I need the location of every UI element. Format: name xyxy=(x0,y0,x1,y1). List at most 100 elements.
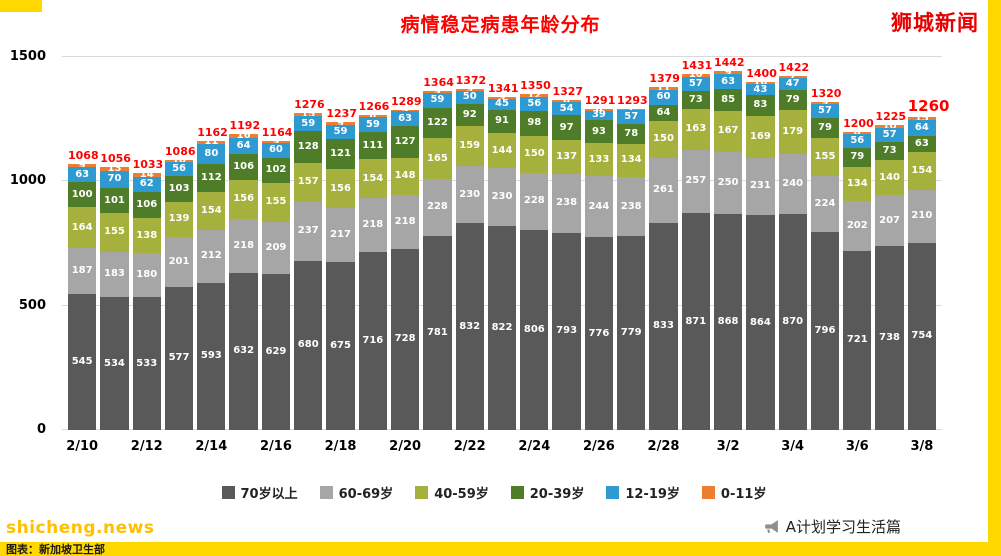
bar-segment: 632 xyxy=(229,272,258,430)
y-tick-label: 1000 xyxy=(9,173,46,189)
bar-segment: 237 xyxy=(294,202,323,261)
bar-column: 1237 9 59 121 156 217 675 2/18 xyxy=(325,57,357,454)
bar-segment: 577 xyxy=(164,286,194,430)
bar-segment: 244 xyxy=(584,176,614,238)
segment-value-label: 8 xyxy=(369,110,377,122)
bar-segment: 165 xyxy=(423,138,452,180)
segment-value-label: 870 xyxy=(782,315,804,327)
x-tick-label: 2/26 xyxy=(582,439,615,454)
bar-total-label: 1276 xyxy=(294,97,325,111)
bar-segment: 793 xyxy=(552,232,581,430)
bar-segment: 9 xyxy=(810,97,840,107)
x-tick-label: 2/24 xyxy=(518,439,551,454)
bar-segment: 50 xyxy=(455,91,484,104)
bar-segment: 230 xyxy=(487,168,517,226)
segment-value-label: 8 xyxy=(853,126,861,138)
segment-value-label: 868 xyxy=(717,316,739,328)
bar-segment: 228 xyxy=(423,179,452,236)
legend-item: 60-69岁 xyxy=(319,483,394,502)
segment-value-label: 218 xyxy=(233,239,255,251)
segment-value-label: 228 xyxy=(426,201,448,213)
credit: A计划学习生活篇 xyxy=(763,516,901,537)
segment-value-label: 59 xyxy=(333,126,348,138)
bar-column: 1320 9 57 79 155 224 796 xyxy=(810,57,841,430)
bar-column: 1164 9 60 102 155 209 629 2/16 xyxy=(260,57,292,454)
bar-segment: 103 xyxy=(164,176,194,202)
bar-segment: 11 xyxy=(197,137,226,147)
bar-segment: 870 xyxy=(778,213,807,430)
bar-segment: 187 xyxy=(68,247,97,295)
segment-value-label: 10 xyxy=(753,77,768,89)
bar-total-label: 1291 xyxy=(584,94,616,108)
bar-segment: 134 xyxy=(617,143,646,178)
segment-value-label: 163 xyxy=(685,123,707,135)
segment-value-label: 137 xyxy=(556,150,578,162)
bar-segment: 59 xyxy=(423,93,452,108)
segment-value-label: 79 xyxy=(818,122,832,134)
bar-total-label: 1293 xyxy=(617,93,648,107)
bar-segment: 16 xyxy=(229,130,258,140)
x-tick-label: 2/28 xyxy=(647,439,680,454)
bar-segment: 9 xyxy=(487,92,517,102)
x-tick-label: 3/8 xyxy=(910,439,934,454)
bar-segment: 111 xyxy=(358,131,387,160)
bar-segment: 207 xyxy=(875,195,904,247)
segment-value-label: 180 xyxy=(136,269,158,281)
bar-segment: 133 xyxy=(584,143,614,177)
bar-segment: 80 xyxy=(197,143,226,164)
bar-segment: 79 xyxy=(810,118,840,138)
segment-value-label: 793 xyxy=(556,325,578,337)
segment-value-label: 59 xyxy=(430,94,445,106)
bar-segment: 155 xyxy=(810,137,840,177)
segment-value-label: 97 xyxy=(559,121,574,133)
bar-segment: 159 xyxy=(455,126,484,166)
segment-value-label: 7 xyxy=(627,103,635,115)
segment-value-label: 63 xyxy=(75,168,90,180)
bar-segment: 9 xyxy=(68,160,97,170)
segment-value-label: 138 xyxy=(136,229,158,241)
segment-value-label: 9 xyxy=(433,86,441,97)
bar-segment: 154 xyxy=(197,191,226,230)
segment-value-label: 738 xyxy=(879,332,900,344)
bar-total-label: 1350 xyxy=(520,79,551,93)
bar-segment: 230 xyxy=(455,165,484,224)
bar-segment: 13 xyxy=(100,164,129,174)
x-tick-label: 2/12 xyxy=(130,439,163,454)
bar-segment: 224 xyxy=(810,176,840,233)
legend-swatch xyxy=(221,486,235,499)
bar-segment: 43 xyxy=(746,84,775,96)
segment-value-label: 73 xyxy=(688,93,703,105)
bar-segment: 148 xyxy=(390,157,420,195)
bar-column: 1379 11 60 64 150 261 833 2/28 xyxy=(648,57,680,454)
bar-segment: 59 xyxy=(294,116,323,132)
segment-value-label: 187 xyxy=(71,265,93,277)
segment-value-label: 103 xyxy=(168,183,190,195)
bar-segment: 180 xyxy=(132,252,161,298)
bar-segment: 63 xyxy=(907,136,937,153)
segment-value-label: 134 xyxy=(620,154,642,166)
segment-value-label: 210 xyxy=(911,210,933,222)
bar-segment: 57 xyxy=(810,104,840,119)
segment-value-label: 11 xyxy=(656,82,671,94)
legend-label: 60-69岁 xyxy=(338,487,394,502)
bar-segment: 64 xyxy=(907,120,937,137)
bar-segment: 8 xyxy=(358,111,387,121)
segment-value-label: 237 xyxy=(297,225,319,237)
bar-total-label: 1372 xyxy=(455,73,487,87)
legend-item: 70岁以上 xyxy=(221,483,298,502)
bar-column: 1086 10 56 103 139 201 577 xyxy=(164,57,196,430)
segment-value-label: 10 xyxy=(688,69,703,81)
bar-segment: 210 xyxy=(907,190,937,243)
bottom-accent-strip: 图表：新加坡卫生部 xyxy=(0,542,1001,556)
bar-segment: 864 xyxy=(746,215,775,430)
x-tick-label: 3/2 xyxy=(716,439,740,454)
segment-value-label: 629 xyxy=(265,345,287,357)
segment-value-label: 91 xyxy=(495,115,509,127)
segment-value-label: 201 xyxy=(168,255,190,267)
bar-total-label: 1364 xyxy=(423,75,454,89)
segment-value-label: 9 xyxy=(466,83,474,95)
bar-segment: 218 xyxy=(358,197,387,252)
segment-value-label: 224 xyxy=(814,198,836,210)
segment-value-label: 9 xyxy=(78,159,86,171)
bar-segment: 534 xyxy=(100,297,129,430)
